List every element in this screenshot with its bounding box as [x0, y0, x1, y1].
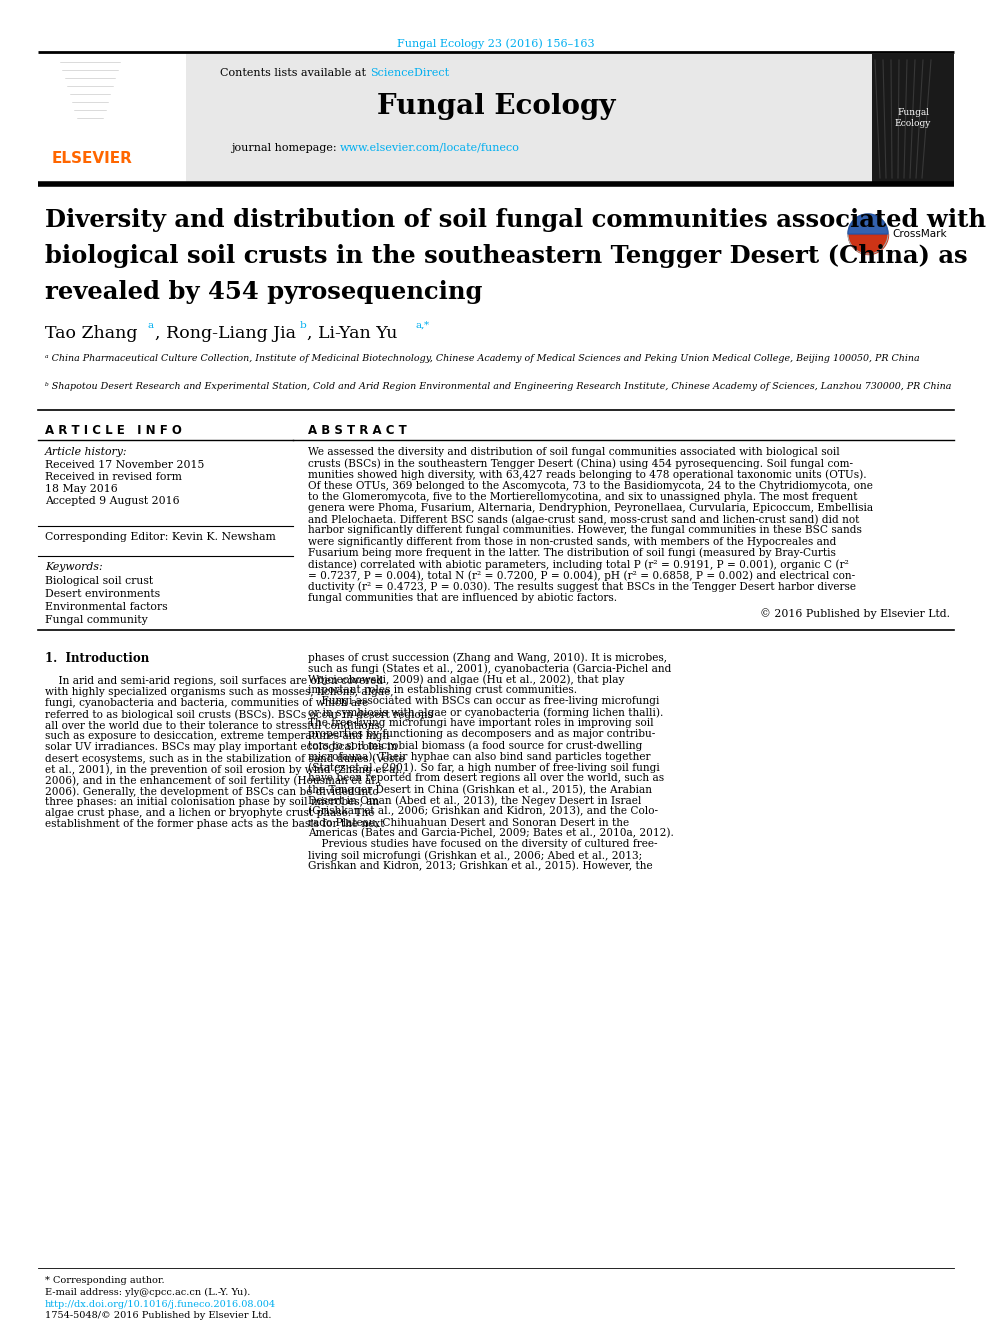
Text: referred to as biological soil crusts (BSCs). BSCs occur in desert regions: referred to as biological soil crusts (B…	[45, 709, 433, 720]
Text: www.elsevier.com/locate/funeco: www.elsevier.com/locate/funeco	[340, 143, 520, 153]
Text: , Rong-Liang Jia: , Rong-Liang Jia	[155, 325, 302, 343]
Text: = 0.7237, P = 0.004), total N (r² = 0.7200, P = 0.004), pH (r² = 0.6858, P = 0.0: = 0.7237, P = 0.004), total N (r² = 0.72…	[308, 570, 855, 581]
Bar	[38, 54, 954, 183]
Text: fungal communities that are influenced by abiotic factors.: fungal communities that are influenced b…	[308, 593, 617, 602]
Text: 1754-5048/© 2016 Published by Elsevier Ltd.: 1754-5048/© 2016 Published by Elsevier L…	[45, 1311, 272, 1320]
Text: desert ecosystems, such as in the stabilization of sand dunes (Veste: desert ecosystems, such as in the stabil…	[45, 753, 405, 763]
Text: Biological soil crust: Biological soil crust	[45, 576, 153, 586]
Text: Fusarium being more frequent in the latter. The distribution of soil fungi (meas: Fusarium being more frequent in the latt…	[308, 548, 836, 558]
Text: Contents lists available at: Contents lists available at	[220, 67, 370, 78]
Text: (Grishkan et al., 2006; Grishkan and Kidron, 2013), and the Colo-: (Grishkan et al., 2006; Grishkan and Kid…	[308, 806, 658, 816]
Text: A R T I C L E   I N F O: A R T I C L E I N F O	[45, 423, 182, 437]
Text: Environmental factors: Environmental factors	[45, 602, 168, 613]
Text: Fungal
Ecology: Fungal Ecology	[895, 107, 931, 128]
Text: Grishkan and Kidron, 2013; Grishkan et al., 2015). However, the: Grishkan and Kidron, 2013; Grishkan et a…	[308, 861, 653, 872]
Text: solar UV irradiances. BSCs may play important ecological roles in: solar UV irradiances. BSCs may play impo…	[45, 742, 398, 751]
Text: three phases: an initial colonisation phase by soil microbes, an: three phases: an initial colonisation ph…	[45, 796, 379, 807]
Text: , Li-Yan Yu: , Li-Yan Yu	[307, 325, 403, 343]
Polygon shape	[848, 214, 888, 234]
Text: Wojciechowski, 2009) and algae (Hu et al., 2002), that play: Wojciechowski, 2009) and algae (Hu et al…	[308, 673, 624, 684]
Text: living soil microfungi (Grishkan et al., 2006; Abed et al., 2013;: living soil microfungi (Grishkan et al.,…	[308, 849, 642, 860]
Text: properties by functioning as decomposers and as major contribu-: properties by functioning as decomposers…	[308, 729, 656, 740]
Text: rado Plateau, Chihuahuan Desert and Sonoran Desert in the: rado Plateau, Chihuahuan Desert and Sono…	[308, 818, 629, 827]
Circle shape	[848, 214, 888, 254]
Text: Fungal Ecology: Fungal Ecology	[377, 93, 615, 119]
Text: 2006), and in the enhancement of soil fertility (Housman et al.,: 2006), and in the enhancement of soil fe…	[45, 775, 381, 786]
Text: In arid and semi-arid regions, soil surfaces are often covered: In arid and semi-arid regions, soil surf…	[45, 676, 383, 687]
Text: Of these OTUs, 369 belonged to the Ascomycota, 73 to the Basidiomycota, 24 to th: Of these OTUs, 369 belonged to the Ascom…	[308, 480, 873, 491]
Text: Article history:: Article history:	[45, 447, 128, 456]
Text: 18 May 2016: 18 May 2016	[45, 484, 118, 493]
Text: such as fungi (States et al., 2001), cyanobacteria (Garcia-Pichel and: such as fungi (States et al., 2001), cya…	[308, 663, 672, 673]
Text: ScienceDirect: ScienceDirect	[370, 67, 449, 78]
Text: revealed by 454 pyrosequencing: revealed by 454 pyrosequencing	[45, 280, 482, 304]
Text: *: *	[424, 321, 430, 329]
Text: fungi, cyanobacteria and bacteria, communities of which are: fungi, cyanobacteria and bacteria, commu…	[45, 699, 368, 708]
Text: genera were Phoma, Fusarium, Alternaria, Dendryphion, Peyronellaea, Curvularia, : genera were Phoma, Fusarium, Alternaria,…	[308, 503, 873, 513]
Text: or in symbiosis with algae or cyanobacteria (forming lichen thalli).: or in symbiosis with algae or cyanobacte…	[308, 706, 664, 717]
Text: and Plelochaeta. Different BSC sands (algae-crust sand, moss-crust sand and lich: and Plelochaeta. Different BSC sands (al…	[308, 515, 859, 525]
Text: Previous studies have focused on the diversity of cultured free-: Previous studies have focused on the div…	[308, 839, 658, 849]
Text: Fungi associated with BSCs can occur as free-living microfungi: Fungi associated with BSCs can occur as …	[308, 696, 660, 706]
Text: Americas (Bates and Garcia-Pichel, 2009; Bates et al., 2010a, 2012).: Americas (Bates and Garcia-Pichel, 2009;…	[308, 828, 674, 839]
Text: Diversity and distribution of soil fungal communities associated with: Diversity and distribution of soil funga…	[45, 208, 986, 232]
Text: (States et al., 2001). So far, a high number of free-living soil fungi: (States et al., 2001). So far, a high nu…	[308, 762, 660, 773]
Text: were significantly different from those in non-crusted sands, with members of th: were significantly different from those …	[308, 537, 836, 546]
Text: crusts (BSCs) in the southeastern Tengger Desert (China) using 454 pyrosequencin: crusts (BSCs) in the southeastern Tengge…	[308, 458, 853, 468]
Text: tors to soil microbial biomass (a food source for crust-dwelling: tors to soil microbial biomass (a food s…	[308, 740, 643, 750]
Text: * Corresponding author.: * Corresponding author.	[45, 1275, 165, 1285]
Text: Received in revised form: Received in revised form	[45, 472, 182, 482]
Text: ᵃ China Pharmaceutical Culture Collection, Institute of Medicinal Biotechnology,: ᵃ China Pharmaceutical Culture Collectio…	[45, 355, 920, 363]
Text: Desert in Oman (Abed et al., 2013), the Negev Desert in Israel: Desert in Oman (Abed et al., 2013), the …	[308, 795, 642, 806]
Text: microfauna). Their hyphae can also bind sand particles together: microfauna). Their hyphae can also bind …	[308, 751, 651, 762]
Text: Accepted 9 August 2016: Accepted 9 August 2016	[45, 496, 180, 505]
Text: et al., 2001), in the prevention of soil erosion by wind (Zhang et al.,: et al., 2001), in the prevention of soil…	[45, 763, 406, 774]
Text: 1.  Introduction: 1. Introduction	[45, 652, 149, 665]
Text: with highly specialized organisms such as mosses, lichens, algae,: with highly specialized organisms such a…	[45, 687, 394, 697]
Text: Fungal community: Fungal community	[45, 615, 148, 624]
Text: have been reported from desert regions all over the world, such as: have been reported from desert regions a…	[308, 773, 664, 783]
Text: b: b	[300, 321, 307, 329]
Text: a,: a,	[415, 321, 425, 329]
Text: © 2016 Published by Elsevier Ltd.: © 2016 Published by Elsevier Ltd.	[760, 609, 950, 619]
Text: the Tengger Desert in China (Grishkan et al., 2015), the Arabian: the Tengger Desert in China (Grishkan et…	[308, 785, 652, 795]
Text: establishment of the former phase acts as the basis for the next: establishment of the former phase acts a…	[45, 819, 384, 830]
Text: Fungal Ecology 23 (2016) 156–163: Fungal Ecology 23 (2016) 156–163	[397, 38, 595, 49]
Text: ELSEVIER: ELSEVIER	[52, 151, 133, 165]
Text: Received 17 November 2015: Received 17 November 2015	[45, 460, 204, 470]
Text: ᵇ Shapotou Desert Research and Experimental Station, Cold and Arid Region Enviro: ᵇ Shapotou Desert Research and Experimen…	[45, 382, 951, 392]
Text: phases of crust succession (Zhang and Wang, 2010). It is microbes,: phases of crust succession (Zhang and Wa…	[308, 652, 667, 663]
Text: The free-living microfungi have important roles in improving soil: The free-living microfungi have importan…	[308, 718, 654, 728]
Text: harbor significantly different fungal communities. However, the fungal communiti: harbor significantly different fungal co…	[308, 525, 862, 536]
Text: such as exposure to desiccation, extreme temperatures and high: such as exposure to desiccation, extreme…	[45, 732, 389, 741]
Text: biological soil crusts in the southeastern Tengger Desert (China) as: biological soil crusts in the southeaste…	[45, 243, 967, 269]
Text: CrossMark: CrossMark	[892, 229, 946, 239]
Text: Keywords:: Keywords:	[45, 562, 102, 572]
Bar	[38, 54, 186, 183]
Text: http://dx.doi.org/10.1016/j.funeco.2016.08.004: http://dx.doi.org/10.1016/j.funeco.2016.…	[45, 1301, 276, 1308]
Text: a: a	[148, 321, 154, 329]
Text: all over the world due to their tolerance to stressful conditions,: all over the world due to their toleranc…	[45, 720, 383, 730]
Bar	[872, 54, 954, 183]
Text: algae crust phase, and a lichen or bryophyte crust phase. The: algae crust phase, and a lichen or bryop…	[45, 808, 374, 818]
Text: ductivity (r² = 0.4723, P = 0.030). The results suggest that BSCs in the Tengger: ductivity (r² = 0.4723, P = 0.030). The …	[308, 581, 856, 591]
Text: munities showed high diversity, with 63,427 reads belonging to 478 operational t: munities showed high diversity, with 63,…	[308, 470, 867, 480]
Text: to the Glomeromycota, five to the Mortierellomycotina, and six to unassigned phy: to the Glomeromycota, five to the Mortie…	[308, 492, 857, 501]
Text: distance) correlated with abiotic parameters, including total P (r² = 0.9191, P : distance) correlated with abiotic parame…	[308, 560, 849, 570]
Text: journal homepage:: journal homepage:	[231, 143, 340, 153]
Text: E-mail address: yly@cpcc.ac.cn (L.-Y. Yu).: E-mail address: yly@cpcc.ac.cn (L.-Y. Yu…	[45, 1289, 250, 1297]
Text: We assessed the diversity and distribution of soil fungal communities associated: We assessed the diversity and distributi…	[308, 447, 840, 456]
Text: A B S T R A C T: A B S T R A C T	[308, 423, 407, 437]
Text: Tao Zhang: Tao Zhang	[45, 325, 143, 343]
Text: Corresponding Editor: Kevin K. Newsham: Corresponding Editor: Kevin K. Newsham	[45, 532, 276, 542]
Text: 2006). Generally, the development of BSCs can be divided into: 2006). Generally, the development of BSC…	[45, 786, 379, 796]
Text: Desert environments: Desert environments	[45, 589, 160, 599]
Text: important roles in establishing crust communities.: important roles in establishing crust co…	[308, 685, 577, 695]
